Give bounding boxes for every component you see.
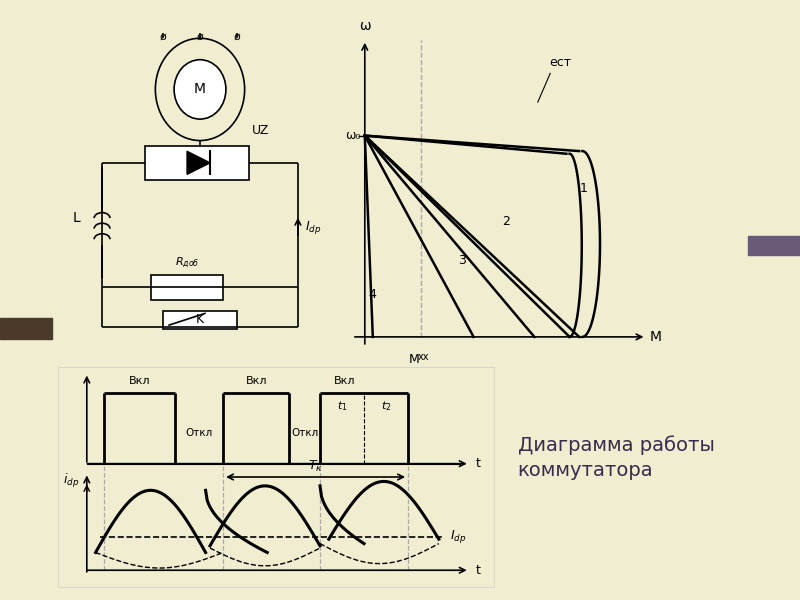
Text: $t_2$: $t_2$ xyxy=(381,399,391,413)
Text: M: M xyxy=(194,82,206,97)
Text: $I_{dp}$: $I_{dp}$ xyxy=(450,529,466,545)
Text: хх: хх xyxy=(418,352,429,362)
Bar xyxy=(162,311,238,329)
Text: $i_{dp}$: $i_{dp}$ xyxy=(62,472,78,490)
Text: 2: 2 xyxy=(502,215,510,228)
Text: UZ: UZ xyxy=(252,124,270,137)
Bar xyxy=(151,275,223,300)
Text: Диаграмма работы
коммутатора: Диаграмма работы коммутатора xyxy=(518,435,714,480)
Text: M: M xyxy=(650,330,662,344)
Polygon shape xyxy=(187,151,210,175)
Text: ω₀: ω₀ xyxy=(346,129,361,142)
Text: $t_1$: $t_1$ xyxy=(337,399,347,413)
Circle shape xyxy=(174,60,226,119)
Text: ø: ø xyxy=(159,32,166,41)
Text: t: t xyxy=(476,457,481,470)
Bar xyxy=(146,145,249,180)
Text: Вкл: Вкл xyxy=(246,376,267,386)
Text: K: K xyxy=(196,313,204,326)
Text: 4: 4 xyxy=(368,287,376,301)
Text: ø: ø xyxy=(197,32,203,41)
Text: t: t xyxy=(476,564,481,577)
Text: Вкл: Вкл xyxy=(129,376,150,386)
Text: Откл: Откл xyxy=(186,428,213,437)
Text: $T_к$: $T_к$ xyxy=(308,458,323,473)
Text: ø: ø xyxy=(234,32,241,41)
Text: $R_{доб}$: $R_{доб}$ xyxy=(175,256,199,270)
Text: $I_{dp}$: $I_{dp}$ xyxy=(305,220,322,236)
Text: ω: ω xyxy=(359,19,370,33)
Text: Откл: Откл xyxy=(291,428,318,437)
Text: ест: ест xyxy=(549,56,571,70)
Text: Вкл: Вкл xyxy=(334,376,355,386)
Text: L: L xyxy=(72,211,80,225)
Text: 3: 3 xyxy=(458,254,466,268)
Text: M: M xyxy=(409,353,420,367)
Text: 1: 1 xyxy=(579,182,587,195)
